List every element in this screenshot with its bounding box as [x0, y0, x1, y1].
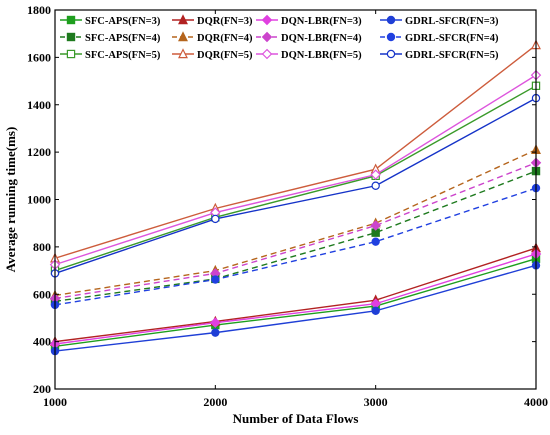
y-tick-label: 1600 — [27, 50, 51, 64]
series-layer — [49, 39, 542, 356]
legend-label: SFC-APS(FN=3) — [85, 16, 161, 27]
x-tick-label: 2000 — [203, 395, 227, 409]
series-line — [54, 162, 537, 300]
y-tick-label: 600 — [33, 287, 51, 301]
series-line — [54, 247, 537, 343]
data-point — [210, 317, 221, 328]
data-point — [370, 220, 381, 231]
legend-marker — [178, 14, 188, 25]
legend-marker — [261, 31, 273, 43]
legend-label: DQN-LBR(FN=5) — [281, 50, 362, 61]
legend-label: DQR(FN=3) — [197, 16, 253, 27]
legend: SFC-APS(FN=3) DQR(FN=3) DQN-LBR(FN=3) GDRL-… — [60, 14, 499, 61]
legend-marker — [66, 32, 76, 42]
legend-label: SFC-APS(FN=4) — [85, 33, 161, 44]
legend-label: GDRL-SFCR(FN=3) — [405, 16, 499, 27]
data-point — [371, 181, 380, 190]
data-point — [211, 214, 220, 224]
y-tick-label: 1800 — [27, 3, 51, 17]
data-point — [371, 237, 380, 246]
legend-label: GDRL-SFCR(FN=5) — [405, 50, 499, 61]
series-line — [54, 253, 537, 345]
legend-marker — [261, 48, 273, 60]
x-tick-label: 4000 — [524, 395, 548, 409]
y-tick-label: 400 — [33, 335, 51, 349]
legend-label: DQN-LBR(FN=4) — [281, 33, 362, 44]
legend-marker — [178, 31, 188, 42]
y-tick-label: 800 — [33, 240, 51, 254]
legend-marker — [66, 15, 76, 25]
series-line — [54, 258, 537, 348]
legend-label: DQR(FN=4) — [197, 33, 253, 44]
series-line — [54, 170, 537, 303]
legend-marker — [66, 49, 76, 59]
legend-marker — [386, 49, 396, 59]
y-tick-label: 200 — [33, 382, 51, 396]
legend-marker — [386, 15, 396, 25]
legend-marker — [386, 32, 396, 42]
data-point — [370, 169, 381, 180]
series-line — [54, 44, 537, 259]
series-line — [54, 97, 537, 275]
data-point — [371, 306, 380, 316]
legend-label: GDRL-SFCR(FN=4) — [405, 33, 499, 44]
y-tick-label: 1200 — [27, 145, 51, 159]
data-point — [211, 328, 220, 337]
y-tick-label: 1000 — [27, 193, 51, 207]
series-line — [54, 149, 537, 297]
legend-label: DQR(FN=5) — [197, 50, 253, 61]
x-tick-label: 3000 — [364, 395, 388, 409]
axis-ticks: 200 400 600 800 1000 1200 1400 1600 1800 1000 2000… — [27, 3, 548, 409]
legend-label: SFC-APS(FN=5) — [85, 50, 161, 61]
legend-label: DQN-LBR(FN=3) — [281, 16, 362, 27]
series-line — [54, 264, 537, 352]
series-line — [54, 85, 537, 272]
legend-marker — [178, 48, 188, 59]
legend-marker — [261, 14, 273, 26]
series-line — [54, 74, 537, 266]
series-line — [54, 187, 537, 306]
data-point — [211, 275, 220, 284]
x-axis-title: Number of Data Flows — [233, 411, 359, 426]
x-tick-label: 1000 — [43, 395, 67, 409]
y-tick-label: 1400 — [27, 98, 51, 112]
y-axis-title: Average running time(ms) — [3, 127, 18, 273]
